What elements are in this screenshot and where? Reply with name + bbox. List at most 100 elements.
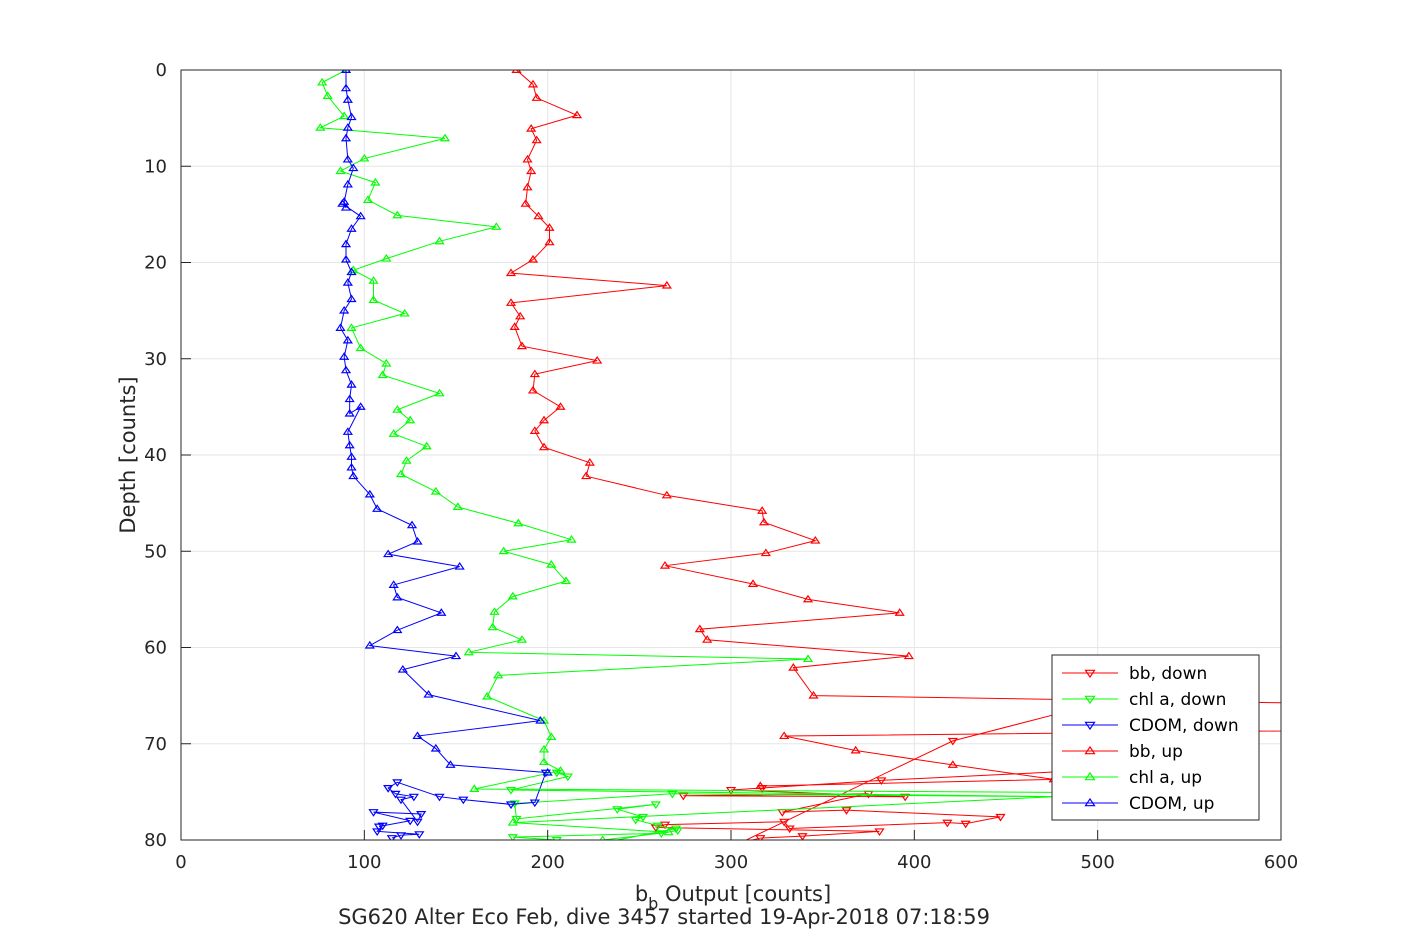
- y-tick-label: 0: [156, 60, 167, 81]
- x-tick-label: 400: [897, 852, 931, 873]
- data-point: [507, 591, 518, 600]
- data-point: [381, 358, 392, 367]
- legend-marker: [1084, 797, 1096, 807]
- y-tick-label: 20: [144, 253, 167, 274]
- data-point: [445, 760, 456, 768]
- data-point: [342, 427, 353, 435]
- data-point: [436, 608, 447, 616]
- data-point: [416, 811, 427, 819]
- x-tick-label: 0: [175, 852, 186, 873]
- x-tick-label: 200: [530, 852, 564, 873]
- data-point: [342, 278, 353, 286]
- legend-label: chl a, up: [1129, 768, 1202, 788]
- x-axis-label: bb Output [counts]: [635, 882, 831, 913]
- data-point: [505, 801, 517, 810]
- series-cdom-up: [335, 70, 553, 776]
- data-point: [546, 560, 557, 568]
- data-point: [452, 502, 463, 510]
- data-point: [531, 135, 542, 144]
- data-point: [876, 777, 887, 786]
- y-tick-label: 80: [144, 830, 167, 851]
- data-point: [339, 305, 350, 314]
- data-point: [538, 757, 550, 766]
- data-point: [516, 635, 528, 643]
- legend-marker: [1084, 745, 1096, 755]
- data-point: [372, 504, 383, 512]
- data-point: [342, 123, 353, 131]
- data-point: [533, 211, 544, 220]
- series-cdom-down: [368, 769, 551, 840]
- data-point: [592, 355, 603, 364]
- data-point: [520, 199, 531, 207]
- data-point: [788, 663, 799, 671]
- data-point: [392, 210, 403, 219]
- data-point: [392, 405, 403, 413]
- data-point: [405, 415, 416, 424]
- legend-label: CDOM, up: [1129, 794, 1214, 814]
- data-point: [388, 429, 399, 437]
- legend-marker: [1084, 695, 1096, 705]
- data-point: [894, 608, 905, 616]
- data-point: [511, 70, 522, 74]
- data-point: [430, 486, 441, 495]
- data-point: [544, 237, 555, 246]
- data-point: [505, 786, 517, 795]
- data-point: [344, 440, 355, 449]
- data-point: [784, 825, 795, 834]
- data-point: [659, 561, 671, 569]
- data-point: [344, 394, 355, 403]
- data-point: [797, 833, 808, 840]
- data-point: [434, 793, 445, 802]
- data-point: [702, 635, 713, 643]
- data-point: [562, 773, 573, 782]
- data-point: [342, 335, 353, 344]
- data-point: [526, 166, 537, 175]
- data-point: [802, 654, 814, 663]
- data-point: [513, 518, 524, 527]
- data-point: [340, 83, 352, 92]
- data-point: [659, 821, 671, 830]
- data-point: [509, 322, 520, 330]
- x-tick-label: 500: [1080, 852, 1114, 873]
- data-point: [498, 546, 509, 555]
- data-point: [942, 819, 953, 828]
- data-point: [381, 253, 392, 262]
- data-point: [535, 715, 546, 724]
- data-point: [947, 760, 958, 768]
- legend-marker: [1084, 771, 1096, 781]
- data-point: [599, 835, 606, 840]
- data-point: [322, 91, 333, 99]
- legend-label: chl a, down: [1129, 690, 1226, 710]
- data-point: [661, 280, 672, 289]
- x-tick-label: 600: [1264, 852, 1298, 873]
- y-tick-label: 70: [144, 734, 167, 755]
- y-axis-label: Depth [counts]: [116, 376, 140, 533]
- data-point: [340, 239, 352, 248]
- data-point: [414, 831, 425, 839]
- legend-label: bb, down: [1129, 664, 1207, 684]
- data-point: [335, 323, 346, 331]
- data-point: [527, 385, 539, 394]
- data-point: [491, 222, 502, 230]
- data-point: [412, 536, 423, 545]
- data-point: [344, 408, 355, 417]
- data-point: [694, 624, 705, 633]
- y-tick-label: 40: [144, 445, 167, 466]
- data-point: [392, 779, 403, 787]
- data-point: [388, 580, 399, 588]
- data-point: [450, 651, 462, 660]
- data-point: [342, 95, 353, 103]
- series-line: [339, 70, 548, 774]
- data-point: [755, 835, 766, 840]
- data-point: [571, 110, 583, 119]
- data-point: [355, 343, 366, 352]
- data-point: [458, 796, 469, 805]
- data-point: [757, 506, 768, 514]
- data-point: [430, 743, 441, 752]
- data-point: [637, 813, 649, 822]
- data-point: [663, 827, 674, 836]
- data-point: [538, 415, 550, 424]
- data-point: [493, 670, 504, 679]
- data-point: [747, 579, 759, 587]
- data-point: [406, 520, 418, 529]
